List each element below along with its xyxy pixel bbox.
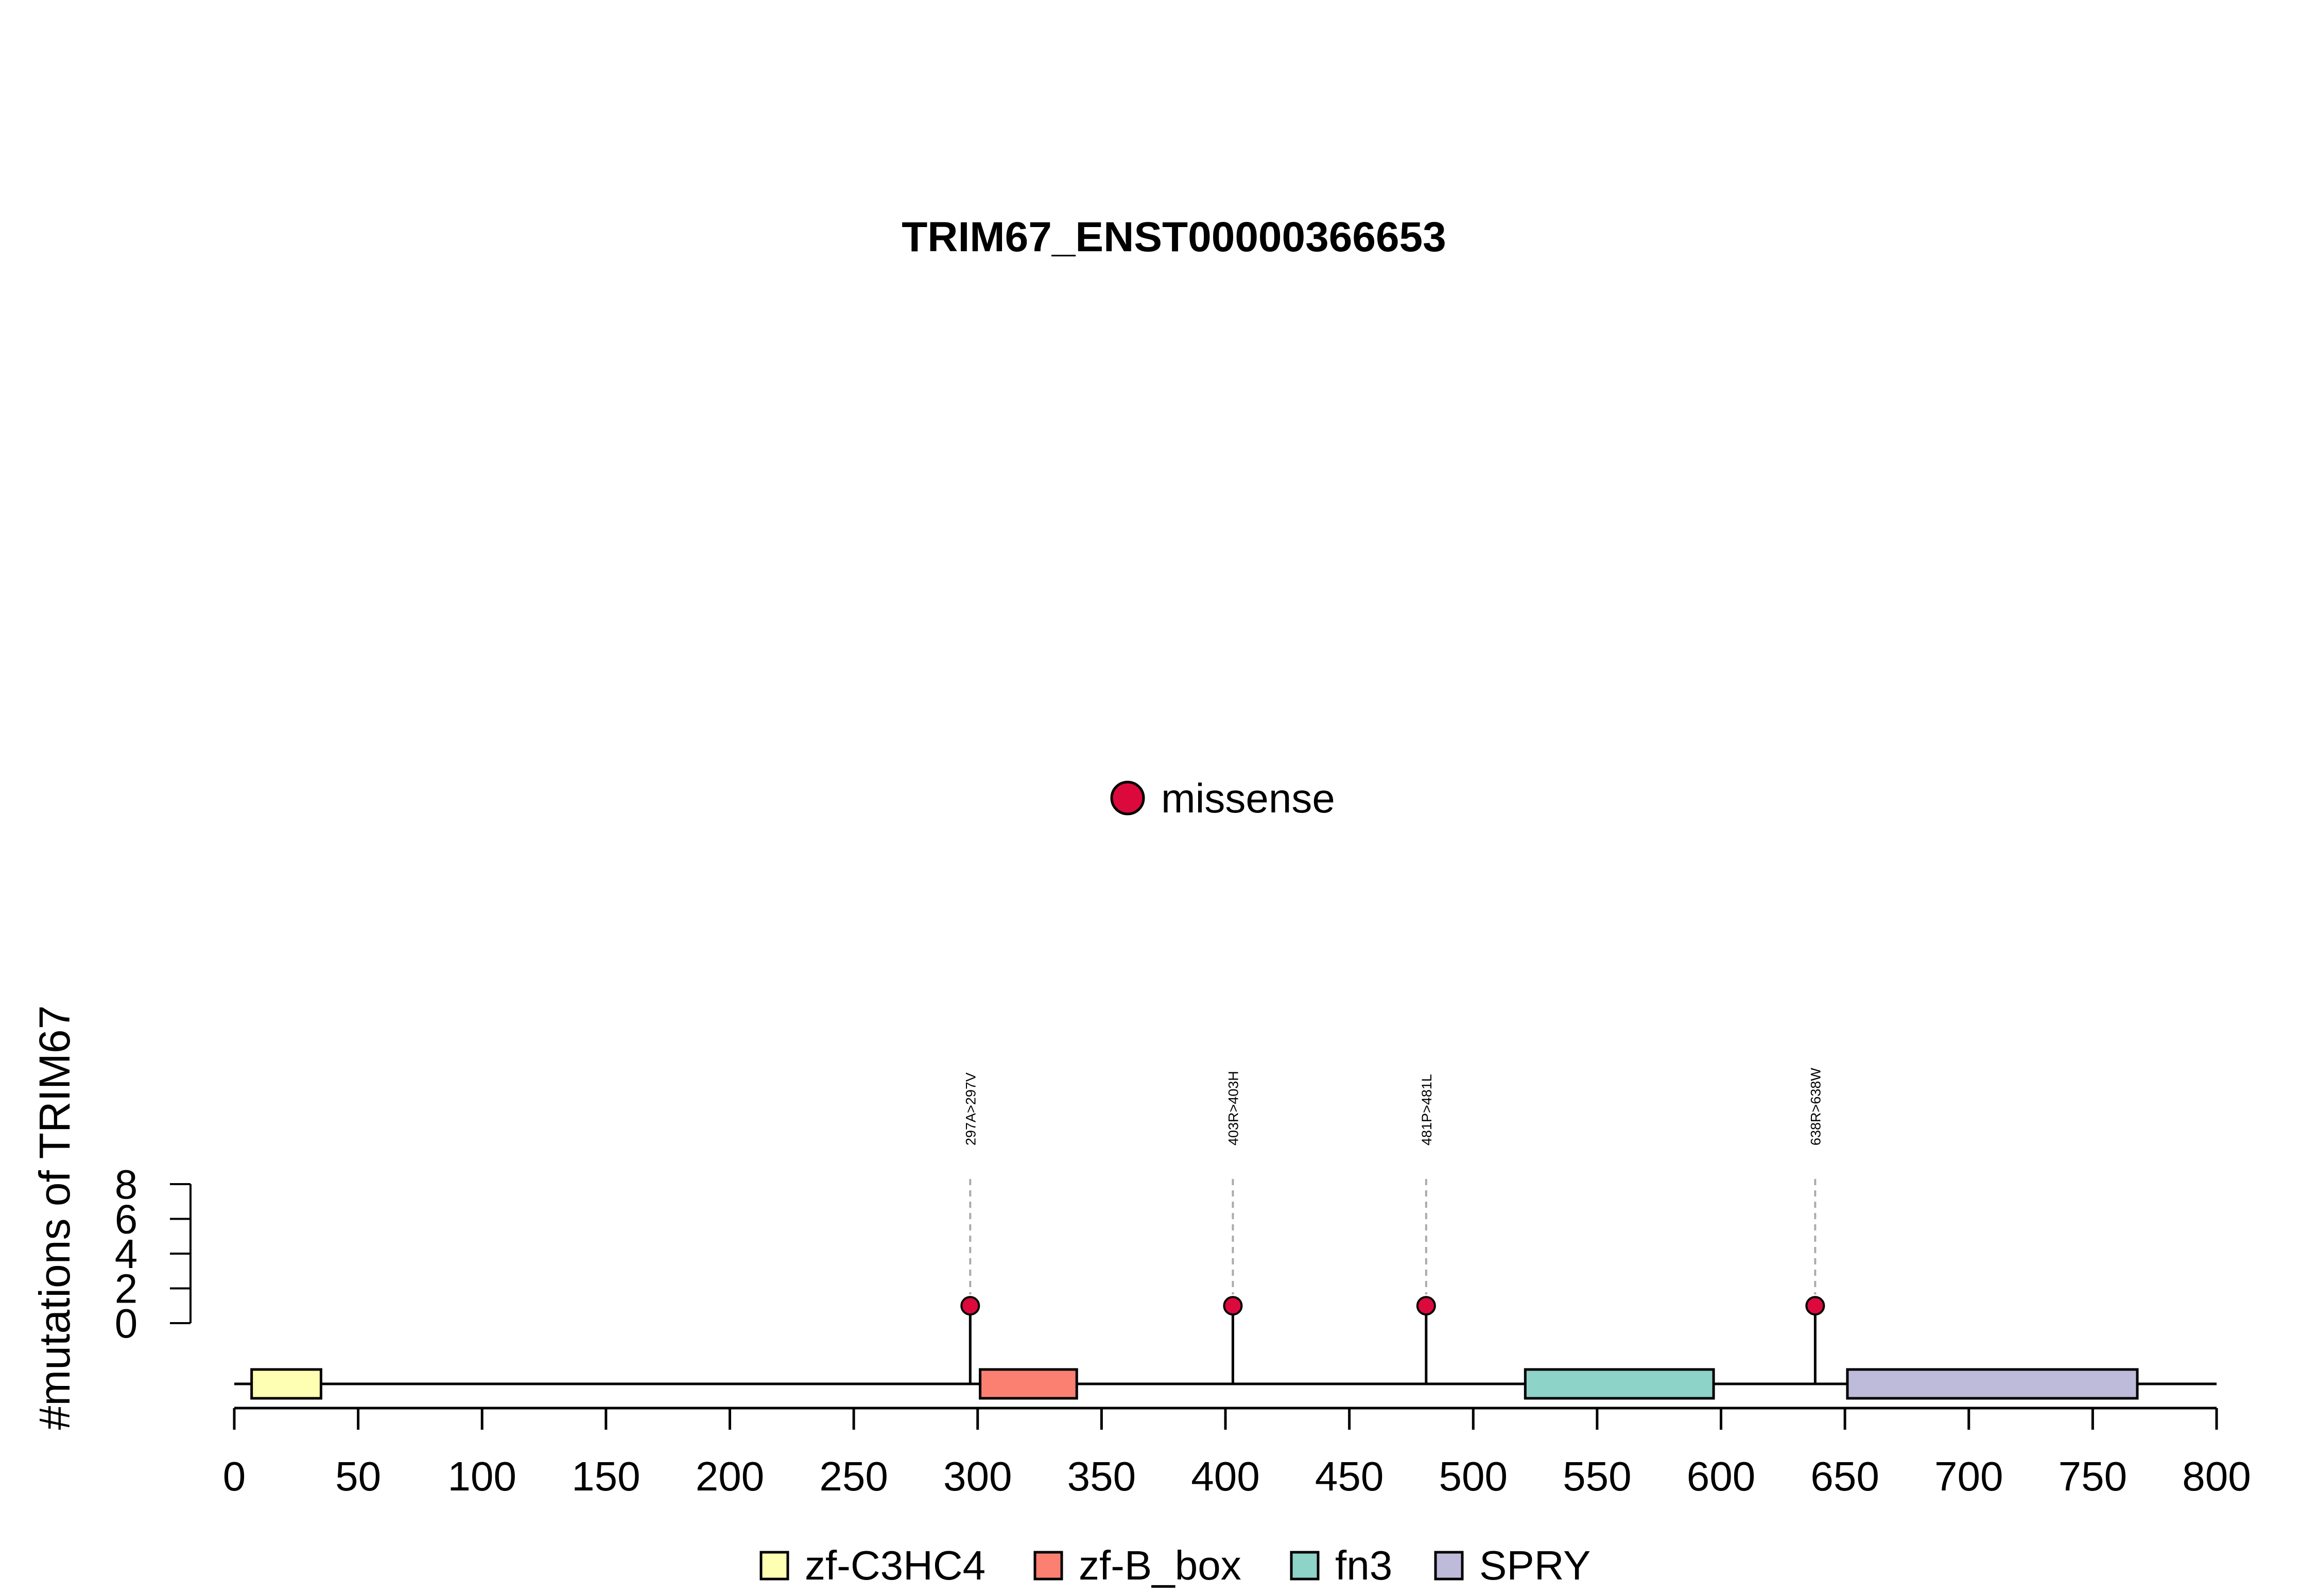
x-tick-label-500: 500 xyxy=(1439,1453,1508,1499)
x-tick-label-200: 200 xyxy=(696,1453,764,1499)
x-tick-label-100: 100 xyxy=(448,1453,516,1499)
y-tick-label-4: 4 xyxy=(115,1231,138,1277)
mutation-label-638: 638R>638W xyxy=(1808,1068,1823,1146)
mutation-point-403 xyxy=(1223,1296,1243,1316)
legend-label-zf-c3hc4: zf-C3HC4 xyxy=(805,1542,985,1588)
x-tick-label-300: 300 xyxy=(943,1453,1012,1499)
legend-swatch-fn3 xyxy=(1290,1551,1320,1581)
legend-label-missense: missense xyxy=(1161,775,1335,821)
legend-swatch-spry xyxy=(1434,1551,1464,1581)
x-tick-label-650: 650 xyxy=(1810,1453,1879,1499)
legend-swatch-zf-b-box xyxy=(1033,1551,1063,1581)
mutation-point-481 xyxy=(1416,1296,1436,1316)
legend-label-fn3: fn3 xyxy=(1335,1542,1392,1588)
legend-swatch-zf-c3hc4 xyxy=(759,1551,789,1581)
y-axis-label: #mutations of TRIM67 xyxy=(30,1005,79,1430)
x-tick-label-350: 350 xyxy=(1067,1453,1136,1499)
x-axis: 0 50 100 150 200 250 300 350 400 450 500 550 600 650 7… xyxy=(223,1407,2251,1499)
y-tick-label-0: 0 xyxy=(115,1300,138,1346)
y-tick-label-2: 2 xyxy=(115,1266,138,1312)
legend-marker-missense xyxy=(1110,780,1145,816)
y-tick-label-6: 6 xyxy=(115,1196,138,1242)
mutation-point-297 xyxy=(960,1296,980,1316)
domain-zf-b-box xyxy=(979,1368,1078,1400)
x-tick-label-0: 0 xyxy=(223,1453,246,1499)
mutation-label-403: 403R>403H xyxy=(1225,1071,1241,1146)
x-tick-label-450: 450 xyxy=(1315,1453,1384,1499)
domain-legend: zf-C3HC4 zf-B_box fn3 SPRY xyxy=(759,1542,1590,1588)
x-tick-label-800: 800 xyxy=(2182,1453,2251,1499)
legend-label-spry: SPRY xyxy=(1479,1542,1590,1588)
x-tick-label-750: 750 xyxy=(2059,1453,2127,1499)
mutation-legend: missense xyxy=(1110,775,1335,821)
x-tick-label-150: 150 xyxy=(572,1453,640,1499)
domain-zf-c3hc4 xyxy=(250,1368,322,1400)
x-tick-label-700: 700 xyxy=(1934,1453,2003,1499)
mutation-label-481: 481P>481L xyxy=(1419,1074,1434,1146)
domain-fn3 xyxy=(1524,1368,1715,1400)
x-tick-label-600: 600 xyxy=(1687,1453,1755,1499)
x-tick-label-400: 400 xyxy=(1191,1453,1259,1499)
domain-spry xyxy=(1846,1368,2139,1400)
y-tick-label-8: 8 xyxy=(115,1161,138,1207)
mutation-guides xyxy=(969,1179,1817,1295)
x-tick-label-550: 550 xyxy=(1563,1453,1631,1499)
mutation-point-638 xyxy=(1805,1296,1825,1316)
x-tick-label-250: 250 xyxy=(819,1453,888,1499)
x-tick-label-50: 50 xyxy=(335,1453,381,1499)
legend-label-zf-b-box: zf-B_box xyxy=(1079,1542,1241,1588)
chart-title: TRIM67_ENST00000366653 xyxy=(902,214,1446,261)
mutation-label-297: 297A>297V xyxy=(963,1072,978,1146)
protein-domains xyxy=(250,1368,2139,1400)
mutation-lollipops: 297A>297V 403R>403H 481P>481L 638R>638W xyxy=(960,1068,1825,1384)
